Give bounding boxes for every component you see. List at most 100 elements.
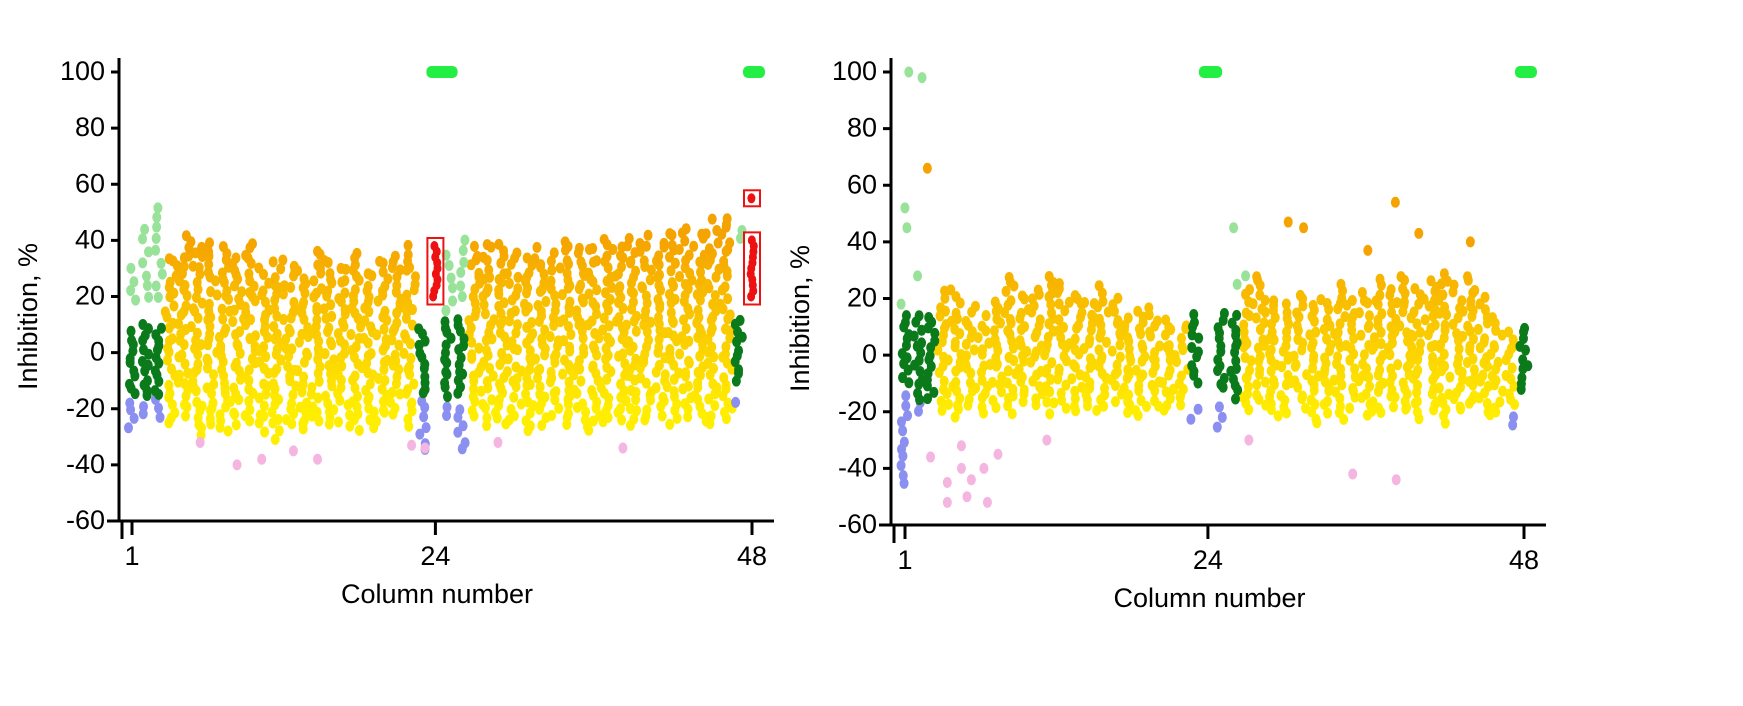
sample-point xyxy=(1251,312,1261,324)
light-green-control-point xyxy=(138,257,148,269)
sample-point xyxy=(1449,279,1459,291)
x-tick-label: 48 xyxy=(737,541,767,571)
sample-point xyxy=(681,367,691,379)
sample-point xyxy=(309,275,319,287)
sample-point xyxy=(592,284,602,296)
sample-point xyxy=(1322,314,1332,326)
sample-point xyxy=(657,410,667,422)
sample-point xyxy=(1020,321,1030,333)
orange-outlier-point xyxy=(1363,244,1373,256)
negative-control-point xyxy=(441,366,451,378)
negative-control-point xyxy=(414,323,424,335)
sample-point xyxy=(1131,364,1141,376)
sample-point xyxy=(1354,307,1364,319)
sample-point xyxy=(1375,273,1385,285)
sample-point xyxy=(385,396,395,408)
orange-outlier-point xyxy=(922,162,932,174)
sample-point xyxy=(1064,296,1074,308)
sample-point xyxy=(513,283,523,295)
negative-control-point xyxy=(1517,372,1527,384)
sample-point xyxy=(574,242,584,254)
sample-point xyxy=(218,241,228,253)
light-green-control-point xyxy=(444,259,454,271)
sample-point xyxy=(352,247,362,259)
sample-point xyxy=(1457,295,1467,307)
blue-control-point xyxy=(901,400,911,412)
sample-point xyxy=(1358,358,1368,370)
plot-2: 100 80 60 40 20 0 -20 -40 -60 1 24 48 Column number I… xyxy=(785,56,1546,613)
sample-point xyxy=(474,342,484,354)
sample-point xyxy=(551,348,561,360)
y-tick-label: 100 xyxy=(832,56,877,86)
sample-point xyxy=(645,274,655,286)
sample-point xyxy=(651,382,661,394)
light-green-control-point xyxy=(456,266,466,278)
sample-point xyxy=(1335,400,1345,412)
sample-point xyxy=(209,369,219,381)
pink-outlier-point xyxy=(420,442,430,454)
sample-point xyxy=(546,366,556,378)
sample-point xyxy=(1357,287,1367,299)
sample-point xyxy=(1054,314,1064,326)
sample-point xyxy=(1070,333,1080,345)
sample-point xyxy=(659,237,669,249)
sample-point xyxy=(307,381,317,393)
x-tick-label: 1 xyxy=(897,545,912,575)
sample-point xyxy=(326,336,336,348)
sample-point xyxy=(287,398,297,410)
sample-point xyxy=(229,382,239,394)
sample-point xyxy=(247,238,257,250)
sample-point xyxy=(325,268,335,280)
sample-point xyxy=(215,409,225,421)
sample-point xyxy=(192,327,202,339)
sample-point xyxy=(693,305,703,317)
sample-point xyxy=(204,258,214,270)
sample-point xyxy=(1386,284,1396,296)
sample-point xyxy=(495,327,505,339)
sample-point xyxy=(547,410,557,422)
sample-point xyxy=(674,244,684,256)
sample-point xyxy=(1115,351,1125,363)
sample-point xyxy=(535,363,545,375)
sample-point xyxy=(541,295,551,307)
sample-point xyxy=(961,315,971,327)
sample-point xyxy=(494,238,504,250)
sample-point xyxy=(192,396,202,408)
pink-outlier-point xyxy=(982,496,992,508)
sample-point xyxy=(1003,365,1013,377)
sample-point xyxy=(1266,344,1276,356)
pink-outlier-point xyxy=(966,474,976,486)
sample-point xyxy=(577,293,587,305)
sample-point xyxy=(180,378,190,390)
sample-point xyxy=(1462,271,1472,283)
sample-point xyxy=(469,383,479,395)
sample-point xyxy=(625,403,635,415)
sample-point xyxy=(654,311,664,323)
sample-point xyxy=(1133,305,1143,317)
sample-point xyxy=(1337,379,1347,391)
light-green-control-point xyxy=(448,295,458,307)
sample-point xyxy=(346,328,356,340)
sample-point xyxy=(380,305,390,317)
sample-point xyxy=(540,324,550,336)
sample-point xyxy=(1252,271,1262,283)
sample-point xyxy=(313,259,323,271)
sample-point xyxy=(1155,340,1165,352)
sample-point xyxy=(409,378,419,390)
sample-point xyxy=(565,341,575,353)
sample-point xyxy=(521,388,531,400)
sample-point xyxy=(1019,384,1029,396)
sample-point xyxy=(936,395,946,407)
sample-point xyxy=(670,257,680,269)
sample-point xyxy=(703,357,713,369)
light-green-point xyxy=(900,202,910,214)
sample-point xyxy=(320,348,330,360)
sample-point xyxy=(937,404,947,416)
negative-control-point xyxy=(127,335,137,347)
negative-control-point xyxy=(1193,346,1203,358)
sample-point xyxy=(1428,351,1438,363)
light-green-control-point xyxy=(456,280,466,292)
sample-point xyxy=(188,375,198,387)
sample-point xyxy=(631,325,641,337)
sample-point xyxy=(1409,306,1419,318)
